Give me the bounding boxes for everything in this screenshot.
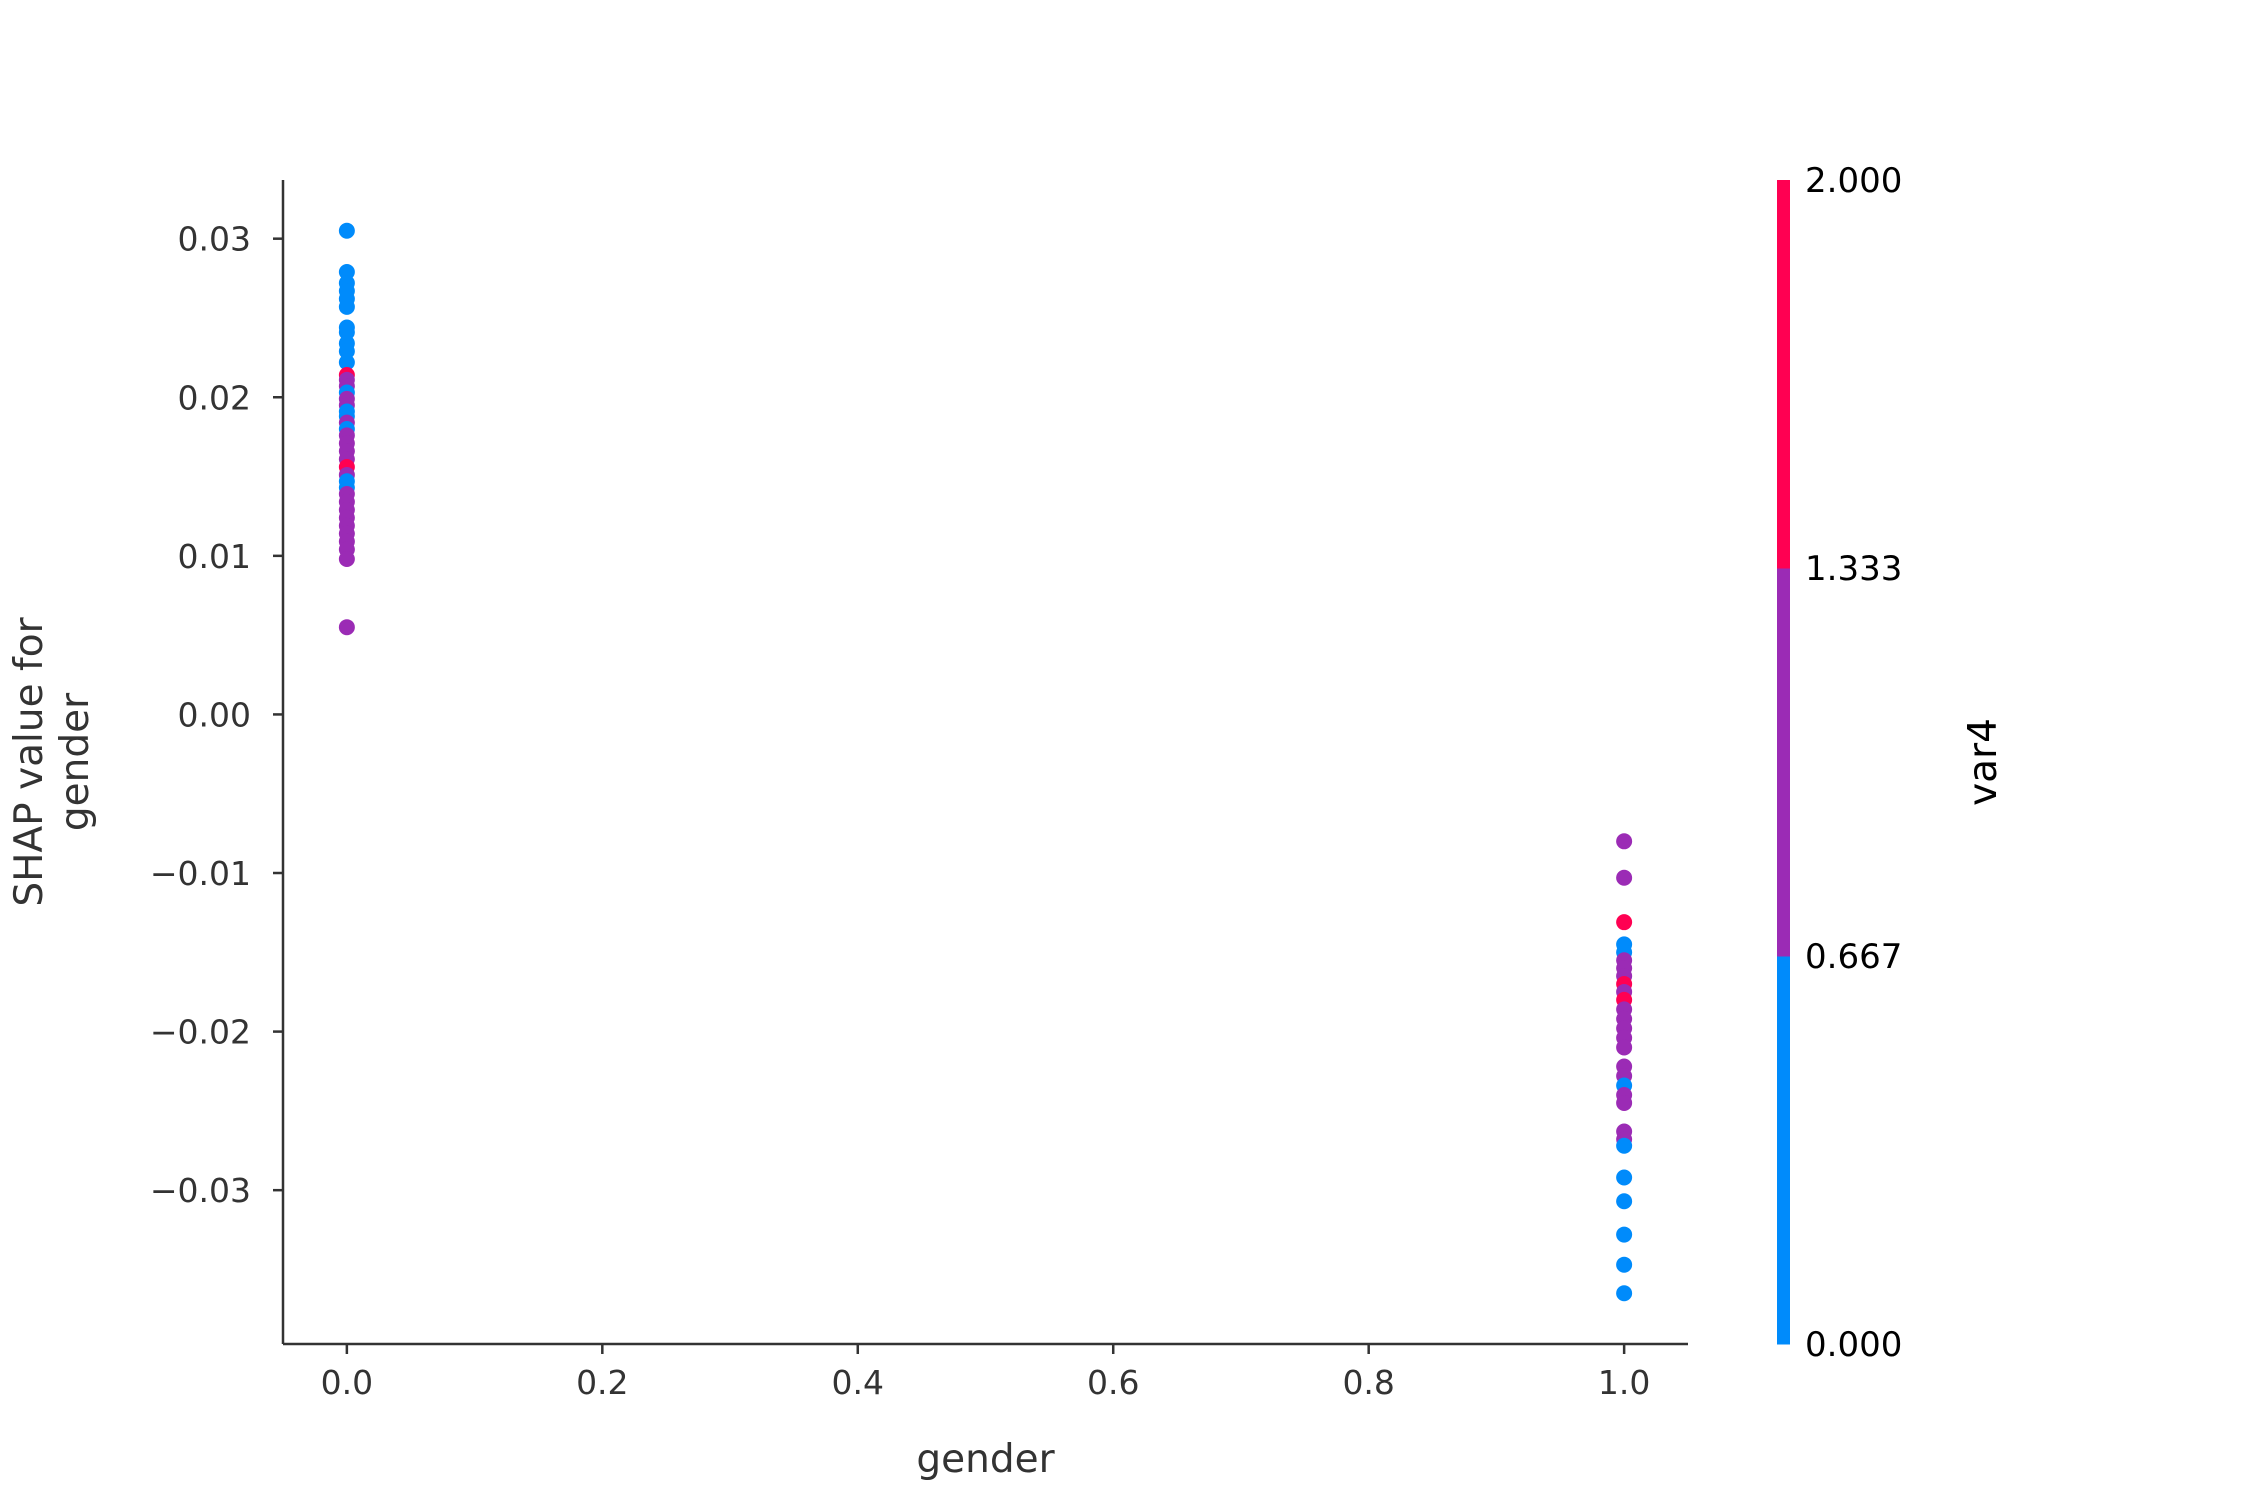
colorbar-segment	[1777, 956, 1790, 1345]
scatter-point	[1616, 1226, 1633, 1243]
scatter-point	[338, 343, 355, 360]
y-axis-ticks: 0.03 0.02 0.01 0.00 −0.01 −0.02 −0.03	[150, 220, 283, 1210]
x-tick-label: 0.0	[321, 1363, 373, 1402]
y-tick-label: −0.02	[150, 1013, 251, 1052]
colorbar: 0.000 0.667 1.333 2.000	[1777, 161, 1902, 1365]
scatter-point	[1616, 1039, 1633, 1056]
colorbar-tick-label: 0.667	[1805, 937, 1902, 977]
scatter-point	[1616, 1169, 1633, 1186]
y-axis-title-text: SHAP value forgender	[7, 616, 98, 906]
scatter-point	[338, 298, 355, 315]
colorbar-title: var4	[1961, 718, 2006, 806]
scatter-point	[338, 263, 355, 280]
scatter-point	[338, 551, 355, 568]
scatter-point	[1616, 1193, 1633, 1210]
x-axis-title: gender	[916, 1437, 1055, 1482]
scatter-point	[338, 324, 355, 341]
y-tick-label: 0.01	[178, 537, 251, 576]
x-tick-label: 1.0	[1598, 1363, 1650, 1402]
scatter-point	[338, 354, 355, 371]
scatter-points	[338, 222, 1633, 1302]
x-axis-ticks: 0.0 0.2 0.4 0.6 0.8 1.0	[321, 1344, 1650, 1402]
scatter-point	[1616, 1094, 1633, 1111]
x-tick-label: 0.6	[1087, 1363, 1139, 1402]
scatter-point	[1616, 1137, 1633, 1154]
colorbar-tick-label: 2.000	[1805, 161, 1902, 201]
y-tick-label: 0.02	[178, 378, 251, 417]
y-axis-title: SHAP value forgender	[7, 616, 98, 906]
colorbar-tick-label: 1.333	[1805, 549, 1902, 589]
scatter-point	[1616, 1256, 1633, 1273]
colorbar-segment	[1777, 568, 1790, 957]
x-tick-label: 0.8	[1342, 1363, 1394, 1402]
scatter-point	[1616, 833, 1633, 850]
scatter-point	[1616, 914, 1633, 931]
colorbar-segment	[1777, 180, 1790, 569]
x-tick-label: 0.2	[576, 1363, 628, 1402]
colorbar-tick-label: 0.000	[1805, 1325, 1902, 1365]
y-tick-label: 0.03	[178, 220, 251, 259]
scatter-point	[338, 619, 355, 636]
x-tick-label: 0.4	[832, 1363, 884, 1402]
y-tick-label: −0.01	[150, 854, 251, 893]
scatter-point	[338, 222, 355, 239]
y-tick-label: 0.00	[178, 695, 251, 734]
scatter-point	[1616, 869, 1633, 886]
y-tick-label: −0.03	[150, 1171, 251, 1210]
scatter-point	[1616, 1285, 1633, 1302]
